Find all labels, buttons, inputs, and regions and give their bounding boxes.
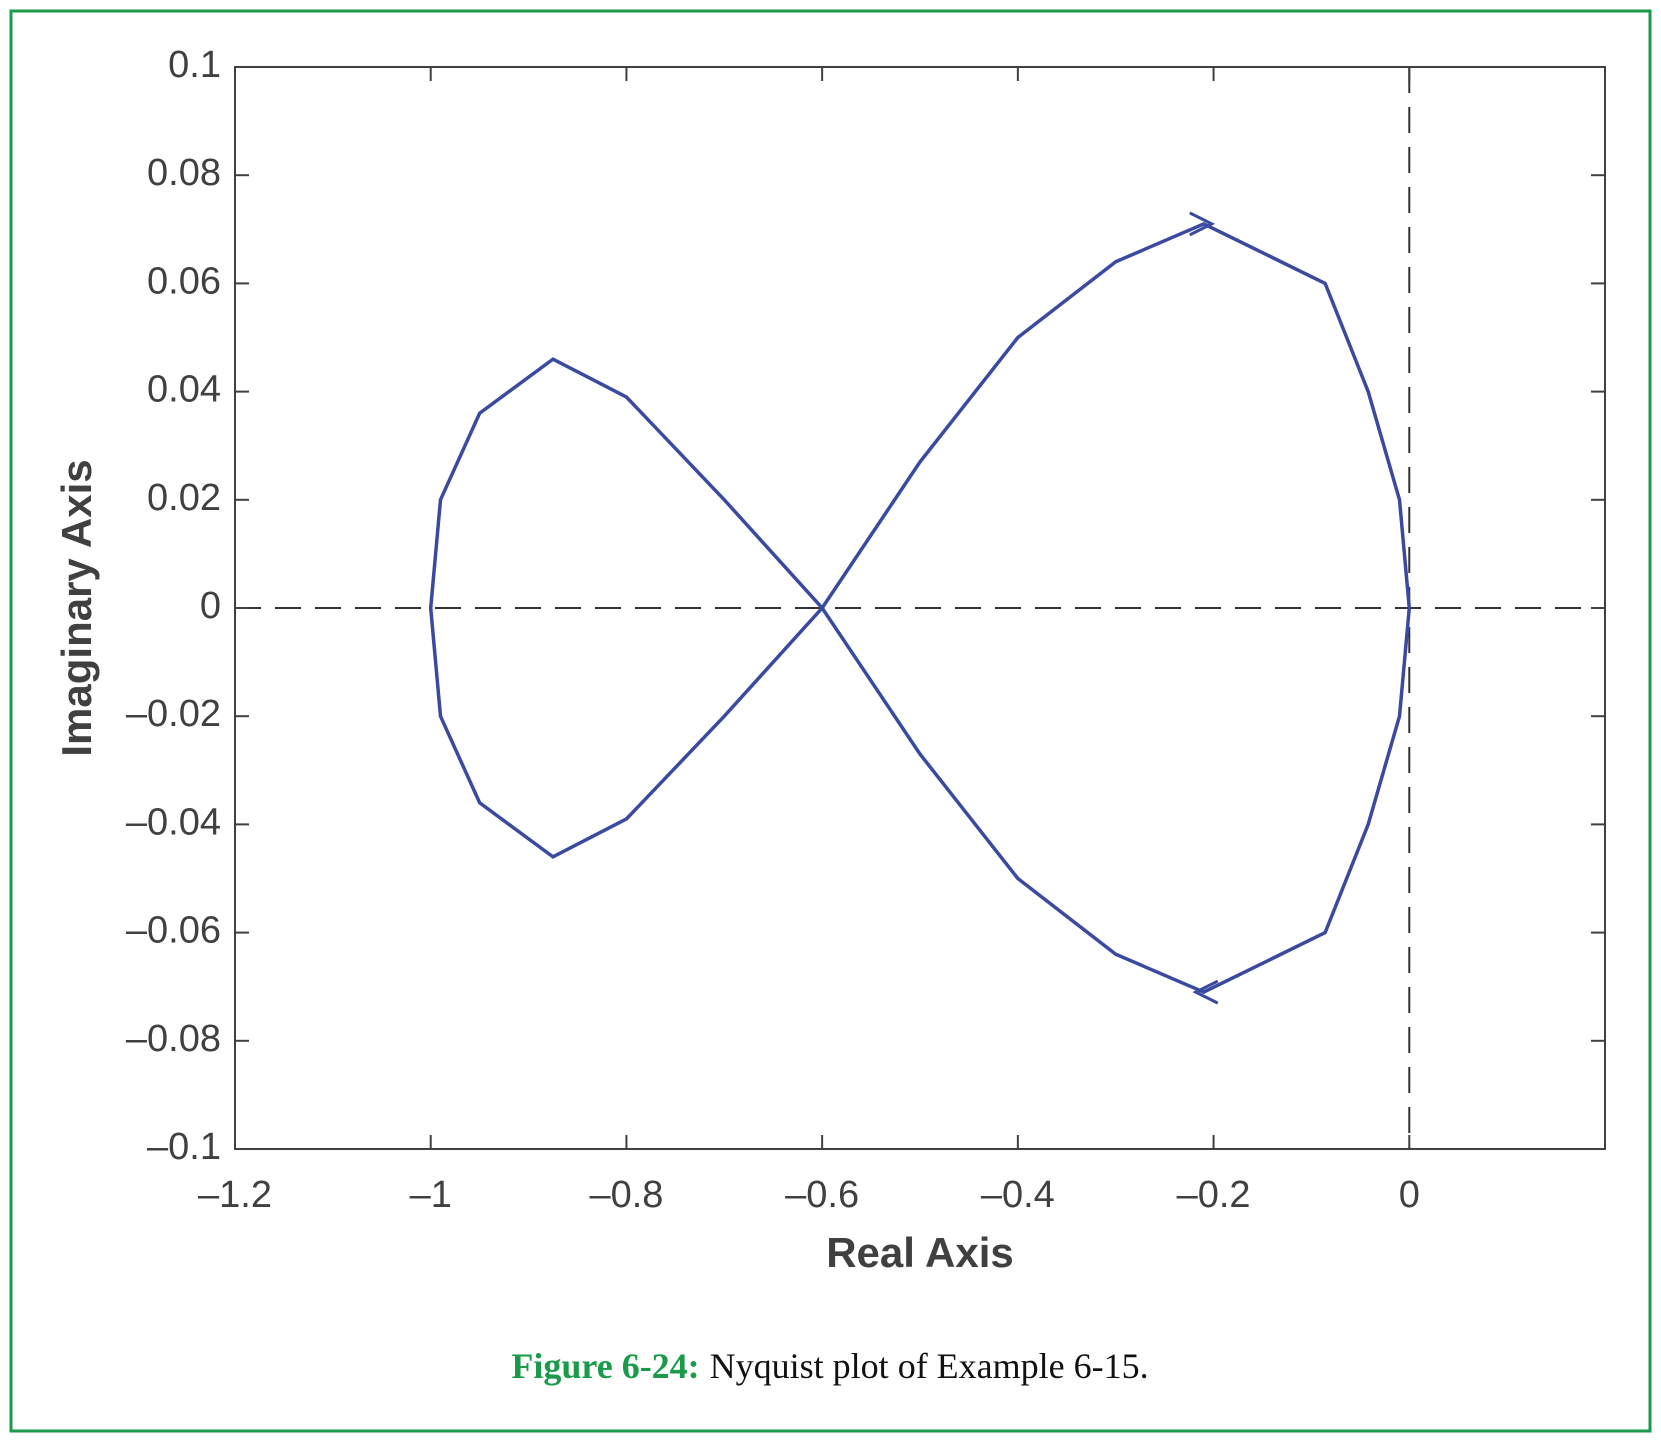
x-axis-label: Real Axis	[826, 1229, 1014, 1276]
direction-arrow	[1192, 979, 1219, 1005]
x-tick-label: –1.2	[198, 1174, 272, 1216]
y-tick-label: 0.04	[147, 369, 221, 411]
x-tick-label: –0.8	[589, 1174, 663, 1216]
y-tick-label: –0.08	[126, 1018, 221, 1060]
y-tick-label: –0.06	[126, 910, 221, 952]
x-tick-label: –0.4	[981, 1174, 1055, 1216]
x-tick-label: –0.2	[1177, 1174, 1251, 1216]
x-tick-label: –0.6	[785, 1174, 859, 1216]
caption-label: Figure 6-24:	[511, 1346, 699, 1386]
x-tick-label: 0	[1399, 1174, 1420, 1216]
y-tick-label: 0.06	[147, 260, 221, 302]
y-tick-label: 0.02	[147, 477, 221, 519]
direction-arrow	[1189, 211, 1216, 237]
y-tick-label: –0.04	[126, 801, 221, 843]
frame	[9, 9, 1652, 1433]
y-tick-label: 0	[200, 585, 221, 627]
caption-text: Nyquist plot of Example 6-15.	[710, 1346, 1149, 1386]
plot-box	[234, 66, 1606, 1150]
y-axis-label: Imaginary Axis	[53, 459, 100, 756]
nyquist-curve	[428, 221, 1412, 995]
x-tick-label: –1	[410, 1174, 452, 1216]
caption: Figure 6-24: Nyquist plot of Example 6-15…	[511, 1346, 1148, 1386]
y-tick-label: 0.08	[147, 152, 221, 194]
y-tick-label: 0.1	[168, 44, 221, 86]
y-tick-label: –0.1	[147, 1126, 221, 1168]
y-tick-label: –0.02	[126, 693, 221, 735]
